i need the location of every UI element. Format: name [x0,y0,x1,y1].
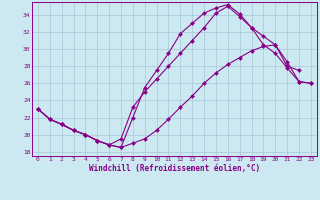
X-axis label: Windchill (Refroidissement éolien,°C): Windchill (Refroidissement éolien,°C) [89,164,260,173]
